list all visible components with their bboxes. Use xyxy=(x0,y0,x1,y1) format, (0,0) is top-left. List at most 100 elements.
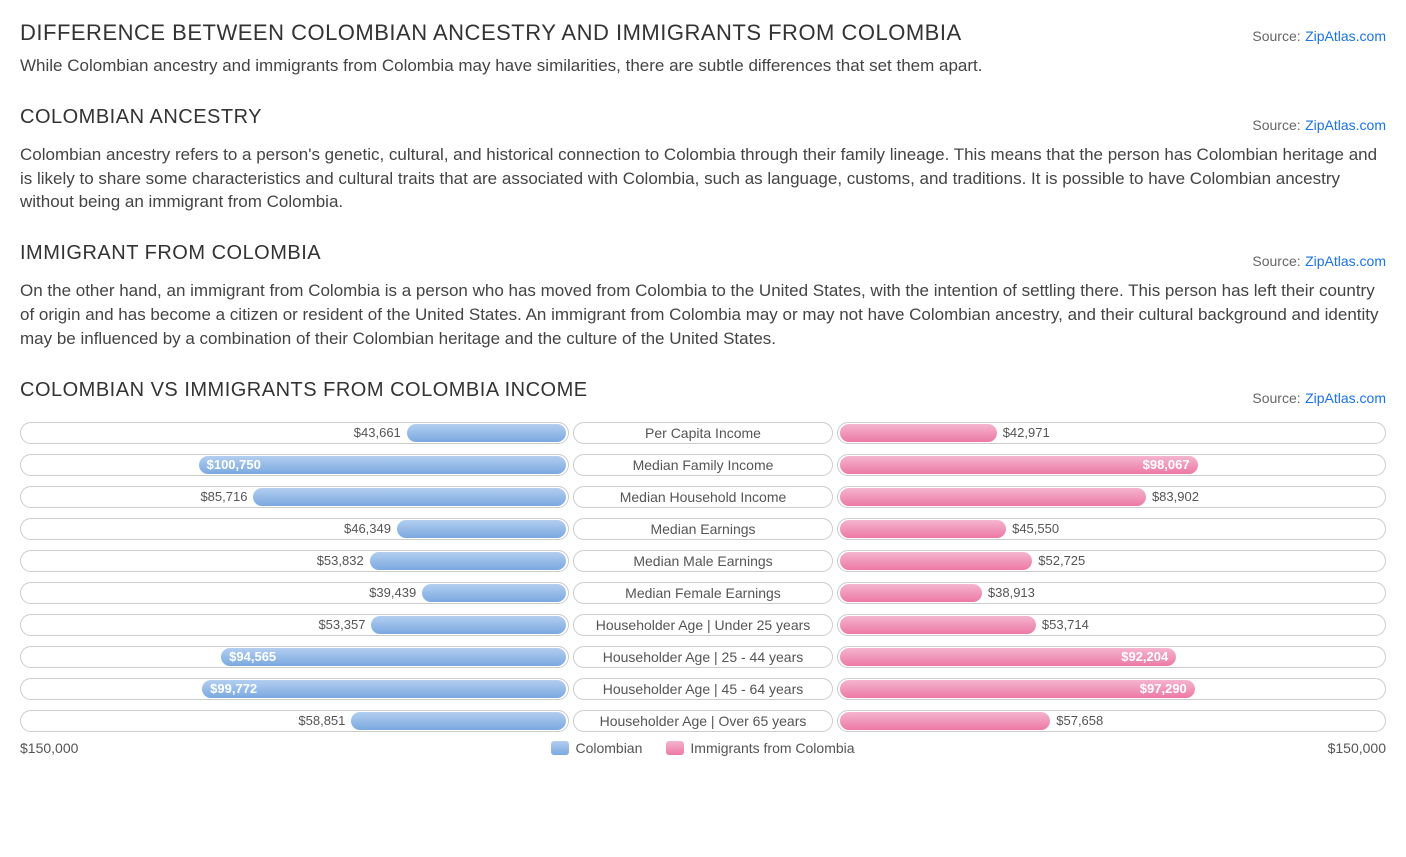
bar-value: $38,913 xyxy=(988,585,1035,600)
bar-track-left: $46,349 xyxy=(20,518,569,540)
bar-track-left: $58,851 xyxy=(20,710,569,732)
legend-label-right: Immigrants from Colombia xyxy=(690,740,854,756)
immigrant-paragraph: On the other hand, an immigrant from Col… xyxy=(20,279,1386,350)
row-label: Householder Age | 25 - 44 years xyxy=(573,646,833,668)
row-label: Median Female Earnings xyxy=(573,582,833,604)
bar-fill-colombian: $99,772 xyxy=(202,680,566,698)
bar-value: $42,971 xyxy=(1003,425,1050,440)
bar-fill-immigrants: $98,067 xyxy=(840,456,1198,474)
intro-paragraph: While Colombian ancestry and immigrants … xyxy=(20,54,1386,78)
bar-value: $92,204 xyxy=(1113,649,1176,664)
bar-fill-immigrants: $97,290 xyxy=(840,680,1195,698)
bar-value: $46,349 xyxy=(344,521,391,536)
source-link[interactable]: ZipAtlas.com xyxy=(1305,117,1386,133)
row-label: Median Household Income xyxy=(573,486,833,508)
bar-fill-colombian: $53,832 xyxy=(370,552,566,570)
chart-row: $46,349 Median Earnings $45,550 xyxy=(20,516,1386,542)
bar-track-left: $53,357 xyxy=(20,614,569,636)
bar-value: $94,565 xyxy=(221,649,284,664)
bar-value: $99,772 xyxy=(202,681,265,696)
bar-value: $43,661 xyxy=(354,425,401,440)
axis-max-left: $150,000 xyxy=(20,740,78,756)
bar-fill-colombian: $100,750 xyxy=(199,456,566,474)
bar-fill-colombian: $53,357 xyxy=(371,616,566,634)
source-link[interactable]: ZipAtlas.com xyxy=(1305,28,1386,44)
source-label: Source: xyxy=(1252,390,1300,406)
bar-track-left: $53,832 xyxy=(20,550,569,572)
bar-fill-colombian: $94,565 xyxy=(221,648,566,666)
chart-row: $99,772Householder Age | 45 - 64 years$9… xyxy=(20,676,1386,702)
bar-value: $53,832 xyxy=(317,553,364,568)
source-attribution: Source: ZipAtlas.com xyxy=(1252,28,1386,46)
source-label: Source: xyxy=(1252,253,1300,269)
bar-value: $85,716 xyxy=(200,489,247,504)
immigrant-title: IMMIGRANT FROM COLOMBIA xyxy=(20,242,321,265)
bar-fill-immigrants: $83,902 xyxy=(840,488,1146,506)
bar-fill-immigrants: $38,913 xyxy=(840,584,982,602)
bar-track-left: $94,565 xyxy=(20,646,569,668)
bar-fill-immigrants: $53,714 xyxy=(840,616,1036,634)
bar-fill-colombian: $58,851 xyxy=(351,712,566,730)
bar-value: $58,851 xyxy=(298,713,345,728)
source-label: Source: xyxy=(1252,117,1300,133)
income-chart: $43,661Per Capita Income$42,971$100,750M… xyxy=(20,420,1386,734)
legend: Colombian Immigrants from Colombia xyxy=(551,740,854,756)
main-header: DIFFERENCE BETWEEN COLOMBIAN ANCESTRY AN… xyxy=(20,20,1386,46)
bar-track-right: $98,067 xyxy=(837,454,1386,476)
bar-value: $53,357 xyxy=(318,617,365,632)
legend-item-immigrants: Immigrants from Colombia xyxy=(666,740,854,756)
bar-value: $53,714 xyxy=(1042,617,1089,632)
chart-footer: $150,000 Colombian Immigrants from Colom… xyxy=(20,740,1386,756)
bar-track-right: $45,550 xyxy=(837,518,1386,540)
chart-row: $85,716 Median Household Income $83,902 xyxy=(20,484,1386,510)
row-label: Householder Age | Over 65 years xyxy=(573,710,833,732)
bar-track-right: $52,725 xyxy=(837,550,1386,572)
immigrant-header: IMMIGRANT FROM COLOMBIA Source: ZipAtlas… xyxy=(20,242,1386,271)
bar-fill-colombian: $39,439 xyxy=(422,584,566,602)
bar-track-right: $53,714 xyxy=(837,614,1386,636)
chart-row: $43,661 Per Capita Income $42,971 xyxy=(20,420,1386,446)
chart-row: $94,565 Householder Age | 25 - 44 years $9… xyxy=(20,644,1386,670)
main-title: DIFFERENCE BETWEEN COLOMBIAN ANCESTRY AN… xyxy=(20,20,962,46)
bar-track-left: $43,661 xyxy=(20,422,569,444)
bar-value: $97,290 xyxy=(1132,681,1195,696)
bar-fill-colombian: $46,349 xyxy=(397,520,566,538)
chart-row: $58,851 Householder Age | Over 65 years $5… xyxy=(20,708,1386,734)
bar-value: $57,658 xyxy=(1056,713,1103,728)
bar-track-left: $85,716 xyxy=(20,486,569,508)
bar-value: $98,067 xyxy=(1135,457,1198,472)
ancestry-header: COLOMBIAN ANCESTRY Source: ZipAtlas.com xyxy=(20,106,1386,135)
bar-track-right: $97,290 xyxy=(837,678,1386,700)
legend-swatch-blue xyxy=(551,741,569,755)
legend-item-colombian: Colombian xyxy=(551,740,642,756)
row-label: Median Earnings xyxy=(573,518,833,540)
bar-value: $52,725 xyxy=(1038,553,1085,568)
bar-fill-immigrants: $92,204 xyxy=(840,648,1176,666)
ancestry-paragraph: Colombian ancestry refers to a person's … xyxy=(20,143,1386,214)
source-attribution: Source: ZipAtlas.com xyxy=(1252,390,1386,408)
chart-row: $53,357 Householder Age | Under 25 years $… xyxy=(20,612,1386,638)
axis-max-right: $150,000 xyxy=(1328,740,1386,756)
bar-fill-immigrants: $42,971 xyxy=(840,424,997,442)
row-label: Per Capita Income xyxy=(573,422,833,444)
bar-track-right: $42,971 xyxy=(837,422,1386,444)
source-link[interactable]: ZipAtlas.com xyxy=(1305,253,1386,269)
row-label: Householder Age | Under 25 years xyxy=(573,614,833,636)
bar-track-right: $83,902 xyxy=(837,486,1386,508)
chart-row: $100,750Median Family Income$98,067 xyxy=(20,452,1386,478)
row-label: Median Male Earnings xyxy=(573,550,833,572)
bar-track-left: $100,750 xyxy=(20,454,569,476)
bar-track-left: $99,772 xyxy=(20,678,569,700)
chart-row: $39,439 Median Female Earnings $38,913 xyxy=(20,580,1386,606)
bar-value: $83,902 xyxy=(1152,489,1199,504)
bar-fill-immigrants: $52,725 xyxy=(840,552,1032,570)
bar-fill-immigrants: $45,550 xyxy=(840,520,1006,538)
legend-swatch-pink xyxy=(666,741,684,755)
chart-row: $53,832 Median Male Earnings $52,725 xyxy=(20,548,1386,574)
bar-track-right: $38,913 xyxy=(837,582,1386,604)
chart-header: COLOMBIAN VS IMMIGRANTS FROM COLOMBIA IN… xyxy=(20,379,1386,408)
source-link[interactable]: ZipAtlas.com xyxy=(1305,390,1386,406)
bar-track-right: $57,658 xyxy=(837,710,1386,732)
bar-fill-colombian: $85,716 xyxy=(253,488,566,506)
source-attribution: Source: ZipAtlas.com xyxy=(1252,253,1386,271)
